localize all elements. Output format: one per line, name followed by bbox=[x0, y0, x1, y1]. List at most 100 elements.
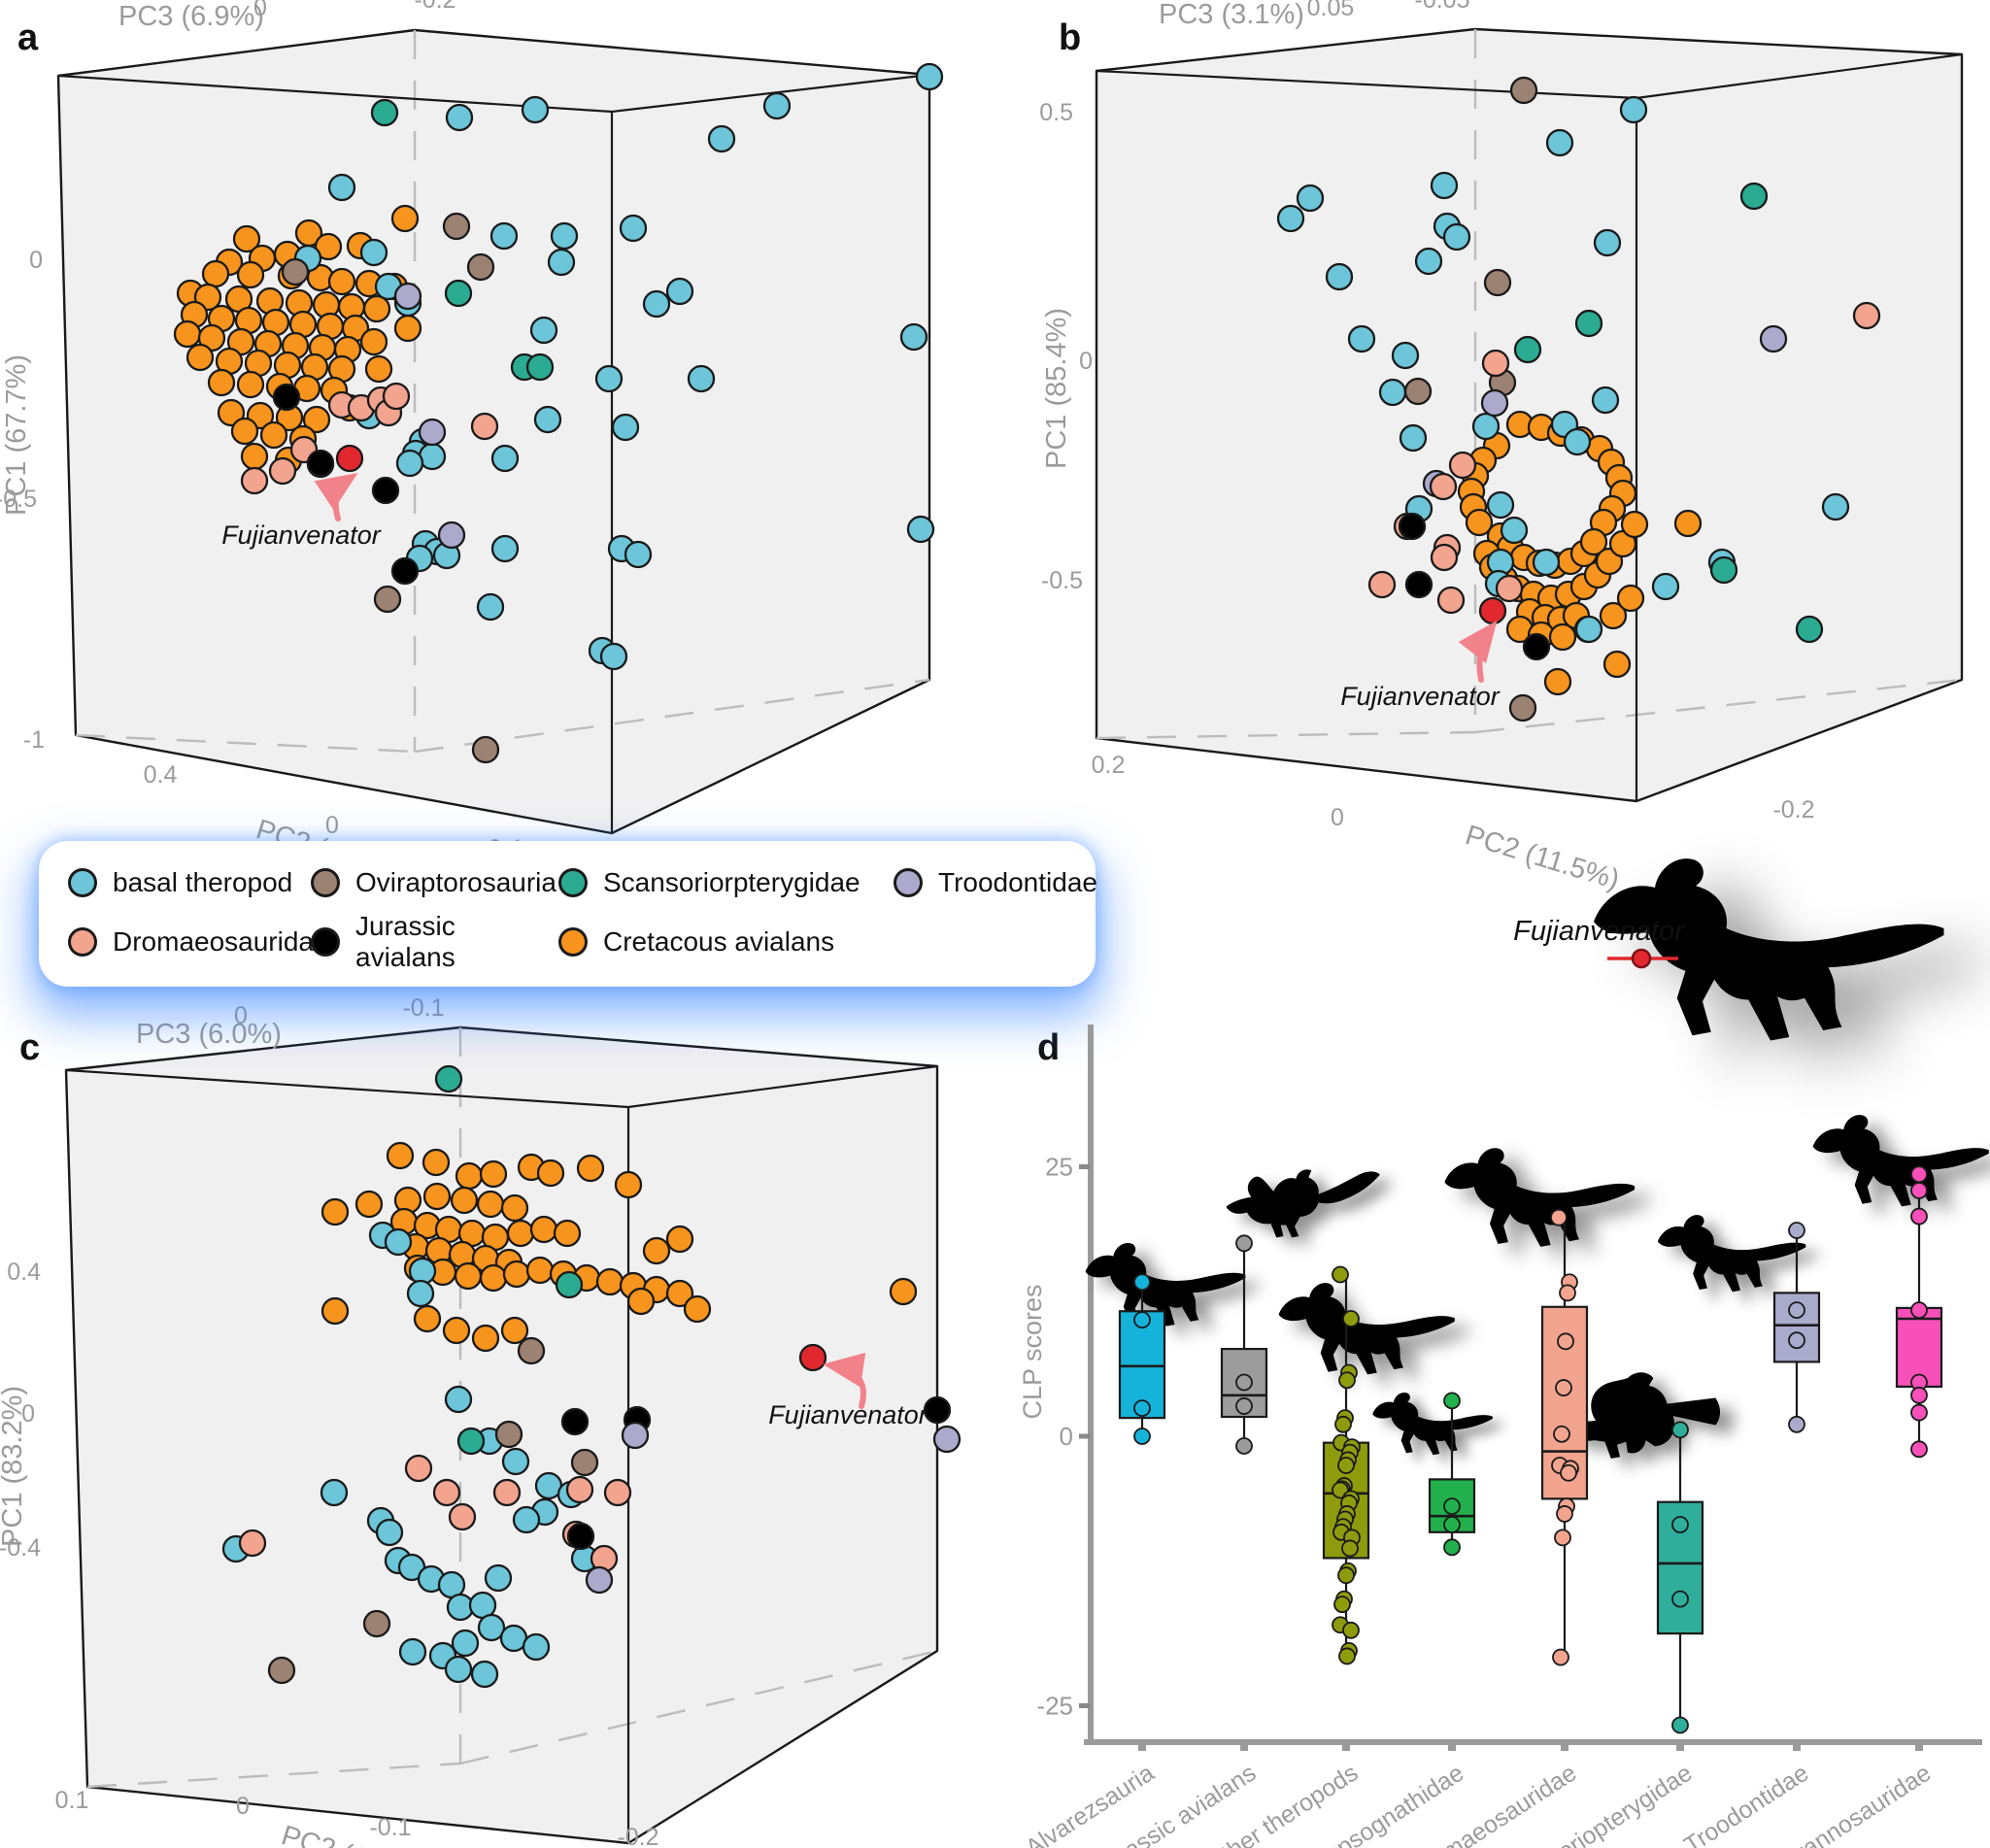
legend-item-tr: Troodontidae bbox=[894, 867, 1125, 898]
data-point-tr bbox=[437, 521, 466, 550]
data-point-bt bbox=[476, 592, 505, 622]
data-point-ca bbox=[525, 1256, 555, 1285]
axis-label-pc1-a: PC1 (67.7%) bbox=[1, 354, 32, 516]
legend-item-ov: Oviraptorosauria bbox=[311, 867, 558, 898]
pca-panel-b: PC3 (3.1%) PC1 (85.4%) PC2 (11.5%) 0.05-… bbox=[1039, 0, 1964, 896]
data-point-sc bbox=[1795, 615, 1824, 644]
box-point bbox=[1788, 1415, 1805, 1433]
box-point bbox=[1133, 1428, 1151, 1445]
box-point bbox=[1342, 1621, 1360, 1639]
data-point-ja bbox=[1522, 632, 1551, 661]
data-point-dr bbox=[432, 1478, 461, 1507]
data-point-ca bbox=[1616, 584, 1645, 613]
box-point bbox=[1337, 1566, 1355, 1585]
legend-label: Cretacous avialans bbox=[603, 926, 835, 957]
data-point-bt bbox=[619, 214, 648, 243]
data-point-bt bbox=[1619, 95, 1648, 124]
data-point-bt bbox=[490, 444, 520, 473]
data-point-ca bbox=[1543, 667, 1572, 696]
data-point-ca bbox=[683, 1294, 712, 1324]
data-point-ca bbox=[1465, 508, 1494, 537]
data-point-bt bbox=[444, 1385, 473, 1414]
data-point-ca bbox=[230, 417, 259, 446]
data-point-bt bbox=[501, 1447, 530, 1476]
data-point-bt bbox=[915, 62, 944, 91]
data-point-ov bbox=[373, 585, 402, 614]
points-b bbox=[1276, 76, 1881, 722]
data-point-bt bbox=[1296, 184, 1325, 213]
x-tick-mark bbox=[1915, 1742, 1923, 1751]
data-point-bt bbox=[490, 534, 520, 563]
data-point-ca bbox=[173, 319, 202, 349]
fujianvenator-figure: Fujianvenator bbox=[1513, 858, 1944, 1041]
legend-item-ja: Jurassic avialans bbox=[311, 911, 558, 973]
data-point-bt bbox=[1545, 128, 1574, 157]
data-point-ca bbox=[442, 1316, 471, 1345]
annotation-b: Fujianvenator bbox=[1340, 620, 1501, 711]
data-point-ov bbox=[1403, 377, 1433, 406]
box-point bbox=[1443, 1516, 1461, 1533]
box-point bbox=[1555, 1379, 1572, 1396]
legend-label: Dromaeosauridae bbox=[113, 926, 329, 957]
data-point-ca bbox=[1599, 601, 1628, 630]
data-point-ca bbox=[236, 370, 265, 399]
data-point-ca bbox=[614, 1170, 643, 1199]
fujianvenator-label: Fujianvenator bbox=[768, 1400, 928, 1429]
data-point-ca bbox=[232, 224, 261, 253]
data-point-dr bbox=[448, 1502, 477, 1531]
data-point-bt bbox=[1414, 247, 1443, 276]
data-point-dr bbox=[240, 466, 269, 495]
data-point-ca bbox=[506, 1219, 535, 1248]
data-point-bt bbox=[687, 364, 716, 393]
data-point-sc bbox=[434, 1064, 463, 1093]
points-a bbox=[173, 62, 944, 764]
data-point-dr bbox=[1448, 451, 1477, 480]
scale-dot bbox=[1631, 948, 1652, 969]
box-point bbox=[1443, 1497, 1461, 1516]
legend-dot-ja bbox=[311, 927, 340, 957]
data-point-bt bbox=[521, 95, 550, 124]
tick-label: 0 bbox=[234, 1002, 248, 1029]
data-point-bt bbox=[1591, 386, 1620, 415]
data-point-bt bbox=[550, 221, 579, 251]
axis-label-pc3-b: PC3 (3.1%) bbox=[1159, 0, 1304, 30]
data-point-ca bbox=[207, 368, 236, 397]
data-point-ca bbox=[529, 1215, 558, 1244]
y-tick-label: -25 bbox=[1036, 1692, 1073, 1721]
data-point-sc bbox=[444, 279, 473, 308]
data-point-sc bbox=[555, 1270, 584, 1299]
data-point-dr bbox=[565, 1475, 594, 1504]
box-point bbox=[1338, 1371, 1356, 1390]
boxplot-boxes bbox=[1118, 1165, 1943, 1734]
x-tick-mark bbox=[1793, 1742, 1801, 1751]
tick-label: 0.2 bbox=[1092, 752, 1126, 779]
box-point bbox=[1788, 1301, 1805, 1320]
data-point-ja bbox=[560, 1407, 590, 1436]
box-point bbox=[1560, 1463, 1577, 1482]
data-point-bt bbox=[384, 1227, 413, 1257]
x-tick-mark bbox=[1561, 1742, 1568, 1751]
data-point-ja bbox=[1404, 570, 1433, 599]
data-point-tr bbox=[1759, 324, 1788, 353]
data-point-bt bbox=[477, 1613, 506, 1642]
box-point bbox=[1338, 1647, 1356, 1665]
box-point bbox=[1443, 1392, 1461, 1410]
data-point-bt bbox=[899, 322, 928, 352]
data-point-bt bbox=[512, 1505, 541, 1534]
box-point bbox=[1133, 1399, 1151, 1418]
data-point-ja bbox=[1398, 512, 1427, 541]
data-point-dr bbox=[382, 382, 411, 411]
data-point-sc bbox=[525, 353, 555, 382]
tick-label: 0 bbox=[325, 812, 339, 839]
data-point-bt bbox=[359, 238, 388, 267]
box-point bbox=[1133, 1311, 1151, 1329]
data-point-bt bbox=[1651, 572, 1680, 601]
data-point-ov bbox=[267, 1656, 296, 1685]
data-point-ca bbox=[386, 1141, 415, 1170]
data-point-bt bbox=[1430, 171, 1459, 200]
data-point-ca bbox=[327, 267, 356, 296]
data-point-bt bbox=[1276, 204, 1305, 233]
data-point-ca bbox=[665, 1225, 694, 1254]
data-point-ca bbox=[454, 1261, 483, 1291]
